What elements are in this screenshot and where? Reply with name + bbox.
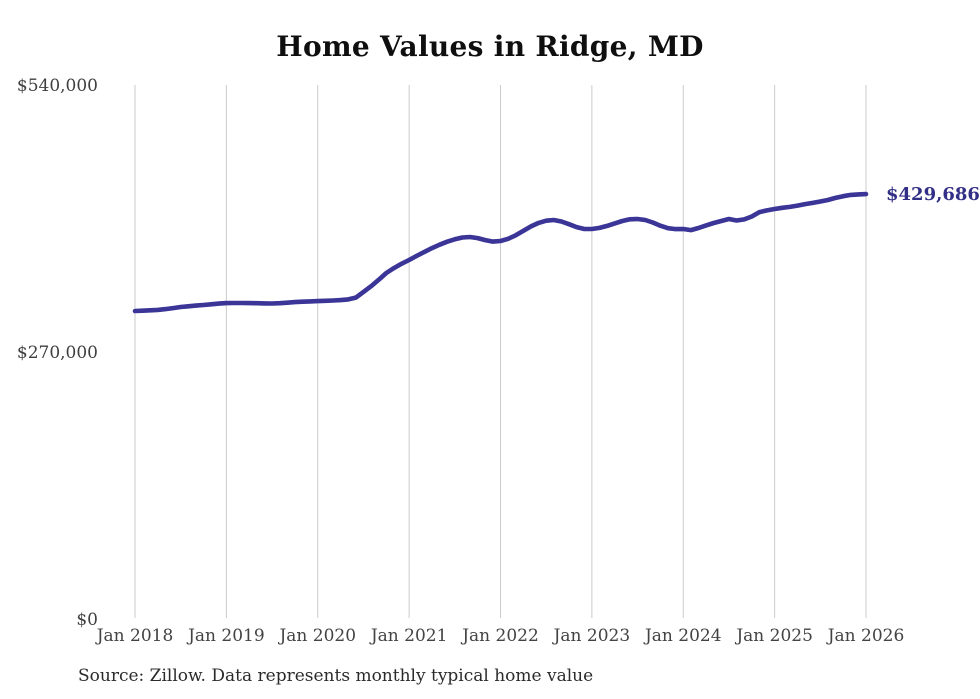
- x-axis-tick-label: Jan 2026: [826, 626, 905, 646]
- latest-value-label: $429,686: [886, 184, 980, 205]
- x-axis-tick-labels: Jan 2018 Jan 2019 Jan 2020 Jan 2021 Jan 2022…: [95, 626, 905, 646]
- y-axis-tick-label: $0: [76, 610, 98, 630]
- y-axis-tick-label: $270,000: [17, 343, 98, 363]
- x-axis-tick-label: Jan 2022: [460, 626, 539, 646]
- gridlines: [134, 85, 867, 618]
- x-axis-tick-label: Jan 2019: [186, 626, 265, 646]
- x-axis-tick-label: Jan 2025: [734, 626, 813, 646]
- x-axis-tick-label: Jan 2024: [643, 626, 722, 646]
- x-axis-tick-label: Jan 2023: [552, 626, 631, 646]
- y-axis-tick-label: $540,000: [17, 76, 98, 96]
- y-axis-tick-labels: $540,000 $270,000 $0: [17, 76, 98, 630]
- chart-title: Home Values in Ridge, MD: [276, 30, 704, 63]
- x-axis-tick-label: Jan 2020: [277, 626, 356, 646]
- home-value-line: [132, 191, 869, 314]
- x-axis-tick-label: Jan 2018: [95, 626, 174, 646]
- x-axis-tick-label: Jan 2021: [369, 626, 448, 646]
- source-note: Source: Zillow. Data represents monthly …: [78, 666, 594, 686]
